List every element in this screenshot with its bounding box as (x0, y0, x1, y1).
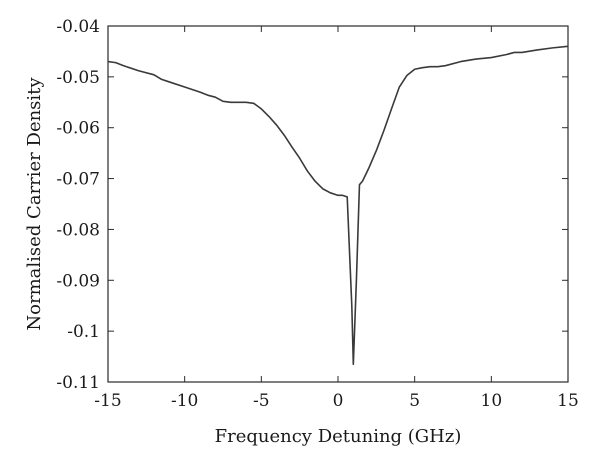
y-tick-label: -0.08 (56, 220, 100, 240)
y-tick-label: -0.07 (56, 170, 100, 190)
x-axis: -15 -10 -5 0 5 10 15 (94, 26, 579, 411)
plot-frame (107, 25, 569, 383)
x-tick-label: -10 (171, 391, 198, 411)
y-axis: -0.11 -0.1 -0.09 -0.08 -0.07 -0.06 -0.05 -0.04 (56, 17, 568, 393)
series-line (107, 45, 569, 365)
x-tick-label: -5 (253, 391, 270, 411)
x-axis-label: Frequency Detuning (GHz) (215, 426, 462, 447)
y-axis-label: Normalised Carrier Density (24, 77, 45, 331)
y-tick-label: -0.1 (67, 322, 100, 342)
x-tick-label: 10 (481, 391, 503, 411)
y-tick-label: -0.09 (56, 271, 100, 291)
y-tick-label: -0.11 (56, 373, 100, 393)
x-tick-label: 15 (557, 391, 579, 411)
x-tick-label: -15 (94, 391, 121, 411)
y-tick-label: -0.06 (56, 119, 100, 139)
x-tick-label: 0 (333, 391, 344, 411)
x-tick-label: 5 (409, 391, 420, 411)
y-tick-label: -0.04 (56, 17, 100, 37)
y-tick-label: -0.05 (56, 68, 100, 88)
